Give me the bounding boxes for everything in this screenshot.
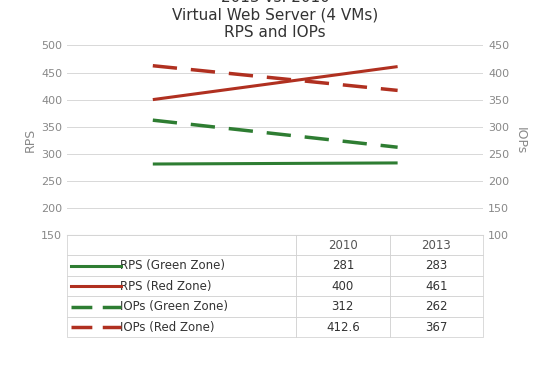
Title: 2013 vs. 2010
Virtual Web Server (4 VMs)
RPS and IOPs: 2013 vs. 2010 Virtual Web Server (4 VMs)… bbox=[172, 0, 379, 40]
Y-axis label: IOPs: IOPs bbox=[513, 127, 526, 154]
Y-axis label: RPS: RPS bbox=[24, 128, 37, 152]
